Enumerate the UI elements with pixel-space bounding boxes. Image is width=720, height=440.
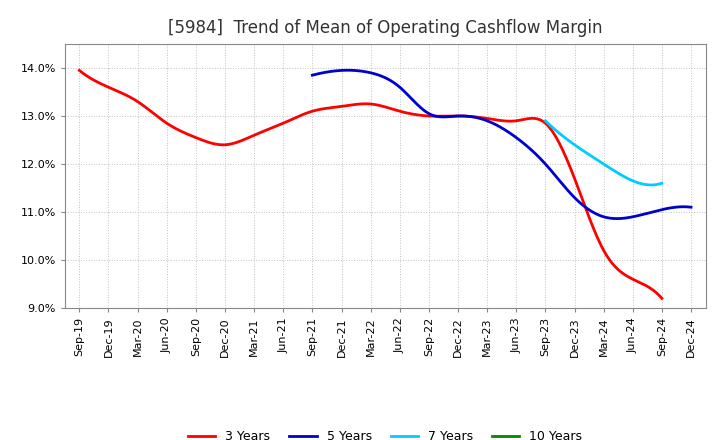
7 Years	[613, 170, 621, 175]
7 Years	[611, 169, 619, 174]
5 Years	[534, 154, 542, 159]
5 Years	[535, 155, 544, 160]
7 Years	[647, 182, 655, 187]
Line: 3 Years: 3 Years	[79, 70, 662, 298]
5 Years	[687, 205, 696, 210]
3 Years	[431, 114, 440, 119]
3 Years	[603, 254, 612, 259]
7 Years	[657, 180, 666, 186]
3 Years	[75, 68, 84, 73]
3 Years	[77, 70, 86, 75]
7 Years	[639, 182, 648, 187]
7 Years	[647, 182, 656, 187]
3 Years	[420, 113, 428, 118]
7 Years	[541, 118, 550, 124]
5 Years	[612, 216, 621, 221]
5 Years	[654, 208, 662, 213]
Line: 7 Years: 7 Years	[546, 121, 662, 185]
7 Years	[610, 168, 618, 173]
5 Years	[541, 161, 550, 167]
3 Years	[422, 113, 431, 118]
5 Years	[630, 214, 639, 219]
5 Years	[308, 73, 317, 78]
7 Years	[541, 118, 550, 124]
Line: 5 Years: 5 Years	[312, 70, 691, 219]
Title: [5984]  Trend of Mean of Operating Cashflow Margin: [5984] Trend of Mean of Operating Cashfl…	[168, 19, 603, 37]
5 Years	[343, 68, 352, 73]
3 Years	[566, 165, 575, 170]
Legend: 3 Years, 5 Years, 7 Years, 10 Years: 3 Years, 5 Years, 7 Years, 10 Years	[183, 425, 588, 440]
5 Years	[310, 72, 318, 77]
3 Years	[657, 296, 666, 301]
